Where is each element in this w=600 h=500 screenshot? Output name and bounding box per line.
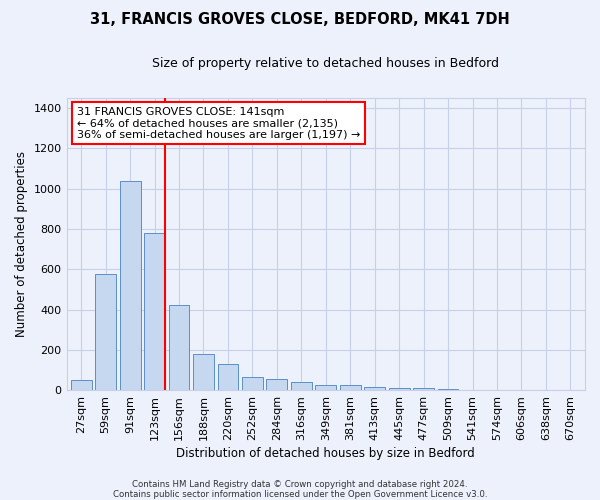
Text: Contains HM Land Registry data © Crown copyright and database right 2024.
Contai: Contains HM Land Registry data © Crown c… [113,480,487,499]
Bar [169,306,190,390]
Bar [413,388,434,390]
Bar [120,180,140,390]
Bar [95,274,116,390]
Title: Size of property relative to detached houses in Bedford: Size of property relative to detached ho… [152,58,499,70]
Text: 31, FRANCIS GROVES CLOSE, BEDFORD, MK41 7DH: 31, FRANCIS GROVES CLOSE, BEDFORD, MK41 … [90,12,510,28]
Bar [389,388,410,390]
X-axis label: Distribution of detached houses by size in Bedford: Distribution of detached houses by size … [176,447,475,460]
Bar [193,354,214,390]
Bar [316,385,336,390]
Bar [437,389,458,390]
Bar [340,385,361,390]
Bar [218,364,238,390]
Bar [291,382,312,390]
Y-axis label: Number of detached properties: Number of detached properties [15,151,28,337]
Bar [144,233,165,390]
Bar [266,379,287,390]
Bar [71,380,92,390]
Text: 31 FRANCIS GROVES CLOSE: 141sqm
← 64% of detached houses are smaller (2,135)
36%: 31 FRANCIS GROVES CLOSE: 141sqm ← 64% of… [77,107,360,140]
Bar [242,377,263,390]
Bar [364,387,385,390]
